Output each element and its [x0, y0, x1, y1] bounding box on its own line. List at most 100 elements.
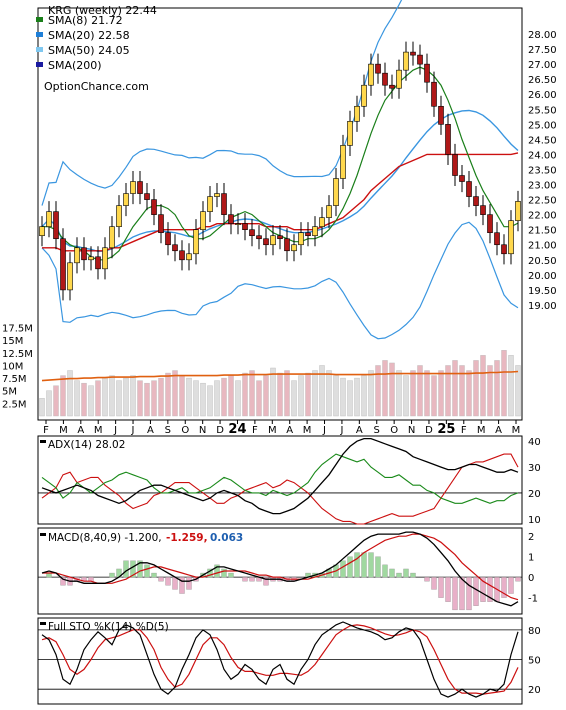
candle-body: [60, 238, 66, 291]
volume-bar: [200, 382, 206, 417]
macd-value-red: -1.259,: [166, 532, 208, 544]
candle-body: [179, 250, 185, 261]
panel-tick-label: 50: [528, 656, 541, 667]
candle-body: [445, 124, 451, 155]
candle-body: [193, 229, 199, 255]
legend-label: SMA(8) 21.72: [48, 14, 123, 27]
volume-bar: [473, 360, 479, 417]
macd-hist-bar: [431, 576, 437, 590]
price-tick-label: 21.50: [528, 226, 557, 237]
volume-bar: [256, 380, 262, 417]
candle-body: [95, 256, 101, 270]
volume-bar: [438, 370, 444, 417]
macd-hist-bar: [459, 576, 465, 611]
volume-bar: [158, 377, 164, 417]
volume-bar: [508, 355, 514, 417]
candle-body: [347, 121, 353, 146]
volume-bar: [431, 375, 437, 417]
panel-tick-label: 2: [528, 532, 534, 543]
volume-bar: [214, 380, 220, 417]
volume-bar: [242, 372, 248, 417]
candle-body: [67, 262, 73, 291]
panel-tick-label: 20: [528, 489, 541, 500]
x-tick-label: 24: [228, 422, 246, 437]
legend-swatch: [36, 32, 43, 37]
x-tick-label: J: [113, 425, 117, 436]
macd-hist-bar: [137, 560, 143, 578]
x-tick-label: F: [461, 425, 467, 436]
candle-body: [130, 181, 136, 194]
volume-bar: [144, 382, 150, 417]
candle-body: [340, 145, 346, 179]
volume-bar: [39, 398, 45, 417]
panel-tick-label: -1: [528, 594, 538, 605]
x-tick-label: D: [425, 425, 433, 436]
volume-ma-line: [41, 370, 519, 382]
adx-label: ADX(14) 28.02: [48, 439, 125, 451]
candle-body: [480, 205, 486, 215]
candle-body: [389, 84, 395, 89]
macd-hist-bar: [158, 576, 164, 582]
x-axis: F M A M J J A S O N D 24 F M A M J J A S O N D 25 F M A M: [43, 420, 520, 437]
x-tick-label: F: [252, 425, 258, 436]
sto-swatch: [40, 622, 46, 625]
volume-bar: [319, 365, 325, 417]
volume-bar: [130, 375, 136, 417]
candle-body: [487, 214, 493, 234]
macd-hist-bar: [445, 576, 451, 602]
panel-tick-label: 10: [528, 515, 541, 526]
volume-bar: [445, 365, 451, 417]
legend-swatch: [36, 62, 43, 67]
adx-line: [41, 437, 519, 515]
legend-swatch: [36, 47, 43, 52]
candle-body: [284, 238, 290, 252]
price-tick-label: 26.50: [528, 75, 557, 86]
x-tick-label: M: [268, 425, 277, 436]
x-tick-label: M: [477, 425, 486, 436]
candle-body: [396, 69, 402, 89]
candle-body: [333, 178, 339, 206]
volume-bar: [466, 370, 472, 417]
candle-body: [270, 235, 276, 246]
price-tick-label: 25.50: [528, 105, 557, 116]
candle-body: [256, 235, 262, 240]
macd-hist-bar: [501, 576, 507, 598]
volume-bar: [305, 372, 311, 417]
macd-swatch: [40, 533, 46, 536]
macd-hist-bar: [438, 576, 444, 598]
candle-body: [473, 196, 479, 206]
volume-bar: [116, 380, 122, 417]
candle-body: [515, 201, 521, 221]
price-tick-label: 20.00: [528, 271, 557, 282]
volume-bar: [368, 370, 374, 417]
macd-hist-bar: [151, 572, 157, 578]
macd-hist-bar: [242, 576, 248, 582]
panel-tick-label: 30: [528, 463, 541, 474]
x-tick-label: N: [408, 425, 415, 436]
volume-bar: [333, 375, 339, 417]
x-tick-label: M: [303, 425, 312, 436]
candle-body: [424, 63, 430, 83]
price-tick-label: 27.50: [528, 45, 557, 56]
price-tick-label: 22.00: [528, 211, 557, 222]
panel-frame: [37, 617, 523, 705]
price-tick-label: 19.50: [528, 286, 557, 297]
candle-body: [165, 232, 171, 246]
price-tick-label: 25.00: [528, 120, 557, 131]
macd-hist-bar: [340, 560, 346, 578]
volume-bar: [165, 372, 171, 417]
volume-bar: [515, 365, 521, 417]
volume-bar: [487, 365, 493, 417]
price-panel-frame: [37, 7, 523, 421]
candle-body: [200, 211, 206, 230]
volume-tick-label: 17.5M: [2, 324, 33, 335]
candle-body: [326, 205, 332, 218]
volume-bar: [102, 377, 108, 417]
panel-tick-label: 80: [528, 626, 541, 637]
volume-tick-label: 2.5M: [2, 399, 27, 410]
volume-bar: [151, 380, 157, 417]
adx-panel: 40 30 20 10 ADX(14) 28.02: [37, 435, 541, 526]
price-tick-label: 27.00: [528, 60, 557, 71]
price-tick-label: 20.50: [528, 256, 557, 267]
